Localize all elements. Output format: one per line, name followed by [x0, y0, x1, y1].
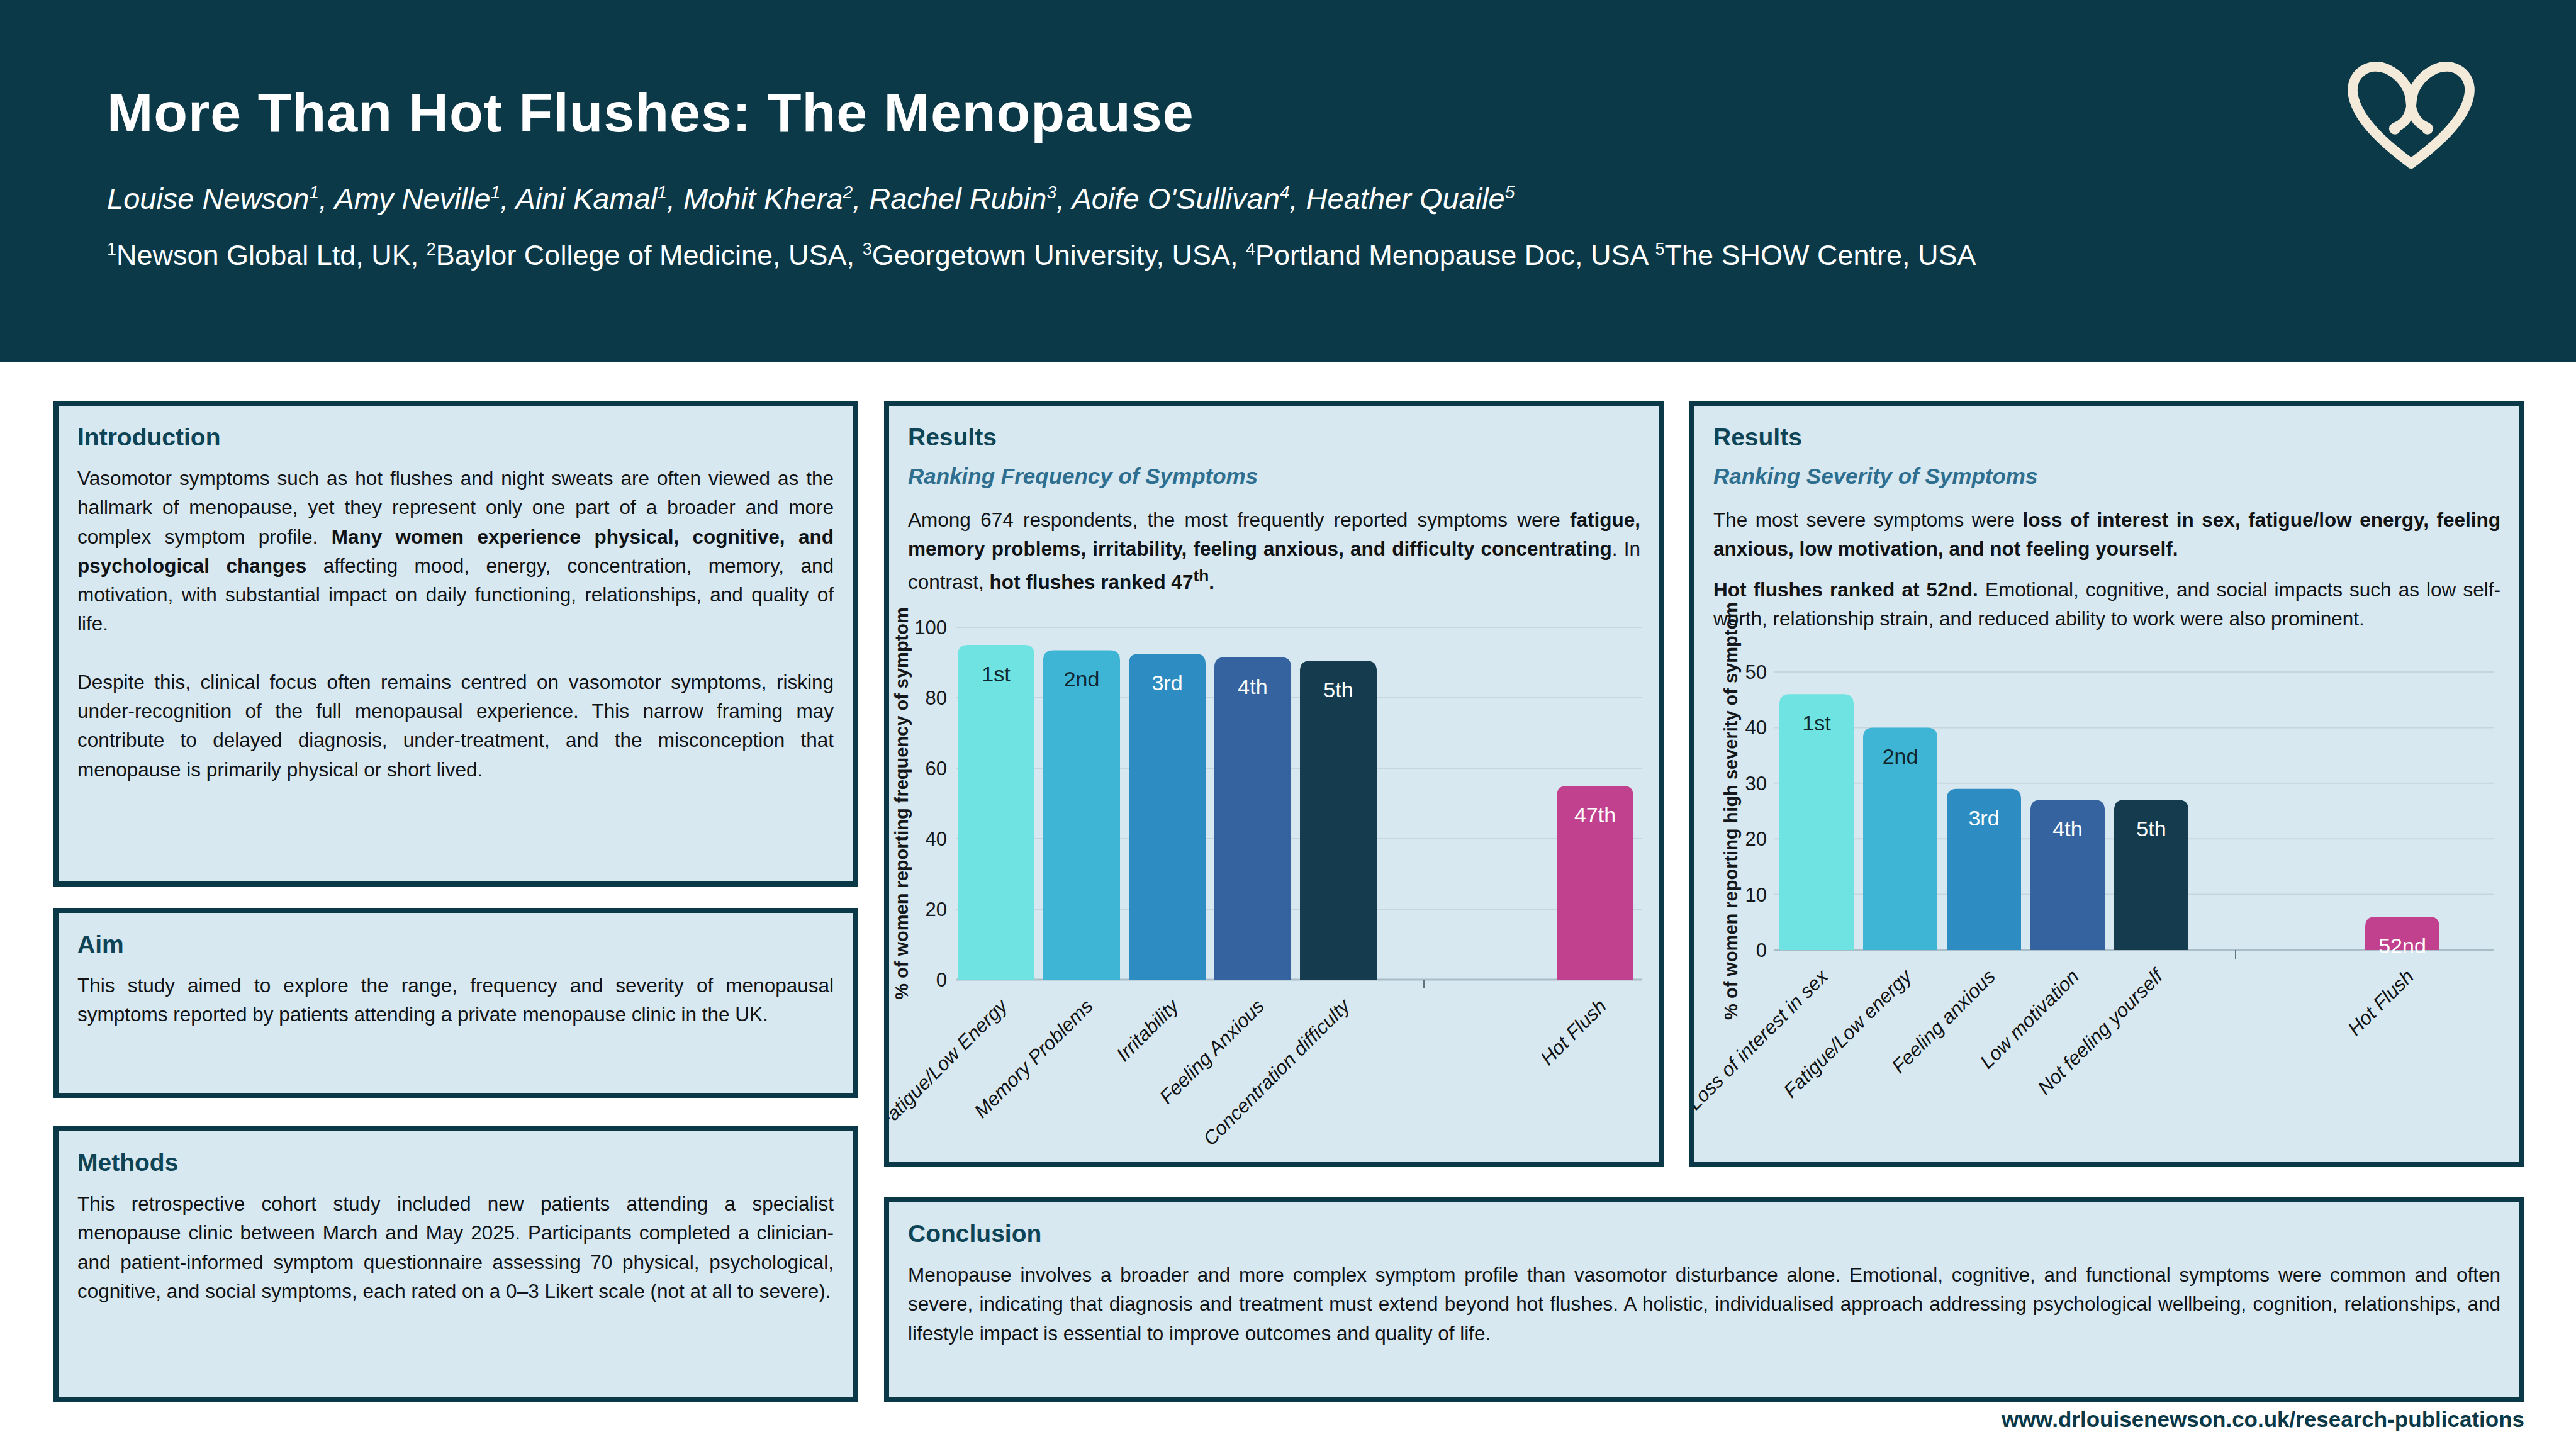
methods-text: This retrospective cohort study included…: [77, 1189, 834, 1306]
rank-label: 2nd: [1883, 744, 1918, 768]
bar-memory-problems: [1043, 650, 1120, 980]
rank-label: 5th: [1323, 678, 1353, 702]
y-tick-label: 40: [926, 828, 947, 850]
introduction-panel: Introduction Vasomotor symptoms such as …: [53, 401, 858, 887]
methods-panel: Methods This retrospective cohort study …: [53, 1126, 858, 1402]
introduction-heading: Introduction: [77, 423, 834, 451]
category-label: Hot Flush: [1536, 995, 1611, 1070]
affiliations-line: 1Newson Global Ltd, UK, 2Baylor College …: [107, 239, 1976, 272]
footer-url[interactable]: www.drlouisenewson.co.uk/research-public…: [2002, 1407, 2524, 1432]
authors-line: Louise Newson1, Amy Neville1, Aini Kamal…: [107, 181, 1515, 216]
category-label: Irritability: [1112, 993, 1184, 1065]
bar-concentration-difficulty: [1300, 661, 1377, 980]
aim-panel: Aim This study aimed to explore the rang…: [53, 908, 858, 1098]
rank-label: 3rd: [1968, 806, 1999, 830]
poster-title: More Than Hot Flushes: The Menopause: [107, 81, 1194, 145]
results-severity-panel: Results Ranking Severity of Symptoms The…: [1689, 401, 2524, 1167]
methods-heading: Methods: [77, 1149, 834, 1177]
y-tick-label: 10: [1745, 884, 1767, 906]
introduction-text: Vasomotor symptoms such as hot flushes a…: [77, 464, 834, 784]
severity-chart: 0 10 20 30 40 50% of women reporting high sev…: [1694, 406, 2519, 1162]
rank-label: 1st: [982, 662, 1011, 686]
rank-label: 2nd: [1064, 667, 1100, 691]
conclusion-text: Menopause involves a broader and more co…: [908, 1260, 2500, 1348]
y-tick-label: 80: [926, 687, 947, 709]
aim-heading: Aim: [77, 931, 834, 958]
y-tick-label: 20: [1745, 828, 1767, 850]
y-tick-label: 30: [1745, 773, 1767, 795]
rank-label: 5th: [2136, 817, 2166, 841]
y-tick-label: 40: [1745, 717, 1767, 739]
category-label: Loss of interest in sex: [1694, 965, 1833, 1114]
category-label: Hot Flush: [2343, 965, 2418, 1040]
y-tick-label: 0: [936, 969, 947, 991]
y-tick-label: 0: [1756, 939, 1767, 961]
rank-label: 3rd: [1151, 671, 1182, 695]
y-tick-label: 60: [926, 758, 947, 780]
y-tick-label: 20: [926, 898, 947, 920]
category-label: Concentration difficulty: [1199, 993, 1355, 1150]
results-frequency-panel: Results Ranking Frequency of Symptoms Am…: [884, 401, 1664, 1167]
y-tick-label: 100: [914, 617, 947, 639]
rank-label: 4th: [2052, 817, 2082, 841]
y-axis-title: % of women reporting high severity of sy…: [1721, 602, 1741, 1020]
bar-fatigue-low-energy: [958, 645, 1034, 980]
conclusion-panel: Conclusion Menopause involves a broader …: [884, 1197, 2524, 1402]
rank-label: 52nd: [2378, 934, 2426, 958]
rank-label: 1st: [1802, 711, 1831, 735]
bar-feeling-anxious: [1214, 657, 1291, 980]
frequency-chart: 0 20 40 60 80 100% of women reporting frequen…: [889, 406, 1659, 1162]
y-tick-label: 50: [1745, 661, 1767, 683]
y-axis-title: % of women reporting frequency of sympto…: [892, 607, 912, 1000]
rank-label: 47th: [1574, 803, 1616, 827]
aim-text: This study aimed to explore the range, f…: [77, 971, 834, 1029]
bar-irritability: [1129, 654, 1206, 980]
conclusion-heading: Conclusion: [908, 1220, 2500, 1248]
header-band: More Than Hot Flushes: The Menopause Lou…: [0, 0, 2576, 362]
newson-heart-logo-icon: [2336, 49, 2487, 178]
rank-label: 4th: [1238, 674, 1267, 698]
